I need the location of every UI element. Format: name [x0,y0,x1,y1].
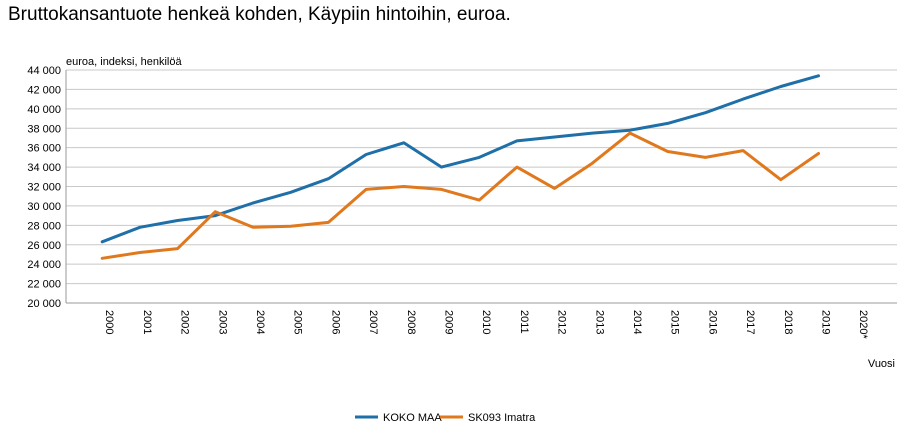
chart-title: Bruttokansantuote henkeä kohden, Käypiin… [8,4,511,25]
x-tick-label: 2002 [179,310,191,334]
x-tick-label: 2003 [216,310,228,334]
y-tick-label: 34 000 [27,162,61,174]
x-tick-label: 2000 [103,310,115,334]
y-tick-label: 44 000 [27,65,61,77]
gridlines [66,69,897,304]
y-tick-label: 36 000 [27,143,61,155]
y-tick-label: 24 000 [27,259,61,271]
x-tick-label: 2014 [631,310,643,334]
x-tick-label: 2011 [518,310,530,334]
x-tick-label: 2010 [480,310,492,334]
series-line [100,131,820,260]
y-tick-label: 38 000 [27,123,61,135]
y-tick-label: 20 000 [27,298,61,310]
y-tick-label: 22 000 [27,279,61,291]
x-tick-label: 2016 [706,310,718,334]
x-tick-label: 2008 [405,310,417,334]
y-tick-label: 32 000 [27,182,61,194]
y-axis-title: euroa, indeksi, henkilöä [66,56,182,68]
x-tick-label: 2009 [443,310,455,334]
y-tick-label: 42 000 [27,84,61,96]
axes: 20 000 22 000 24 000 26 000 28 000 30 000 32 0… [27,65,897,339]
y-tick-label: 30 000 [27,201,61,213]
x-tick-label: 2005 [292,310,304,334]
x-tick-label: 2006 [329,310,341,334]
y-tick-label: 28 000 [27,220,61,232]
legend-label: SK093 Imatra [468,412,536,424]
x-tick-label: 2019 [820,310,832,334]
axis-labels: euroa, indeksi, henkilöä Vuosi [66,56,895,370]
series-lines [100,74,820,260]
x-tick-label: 2017 [744,310,756,334]
legend: KOKO MAA SK093 Imatra [355,412,536,424]
x-tick-label: 2013 [593,310,605,334]
y-tick-label: 40 000 [27,104,61,116]
x-tick-label: 2001 [141,310,153,334]
x-tick-label: 2012 [556,310,568,334]
x-tick-label: 2007 [367,310,379,334]
y-tick-label: 26 000 [27,240,61,252]
x-tick-label: 2020* [857,310,869,339]
legend-label: KOKO MAA [383,412,442,424]
x-tick-label: 2018 [782,310,794,334]
x-axis-title: Vuosi [868,358,895,370]
x-tick-label: 2004 [254,310,266,334]
x-tick-label: 2015 [669,310,681,334]
